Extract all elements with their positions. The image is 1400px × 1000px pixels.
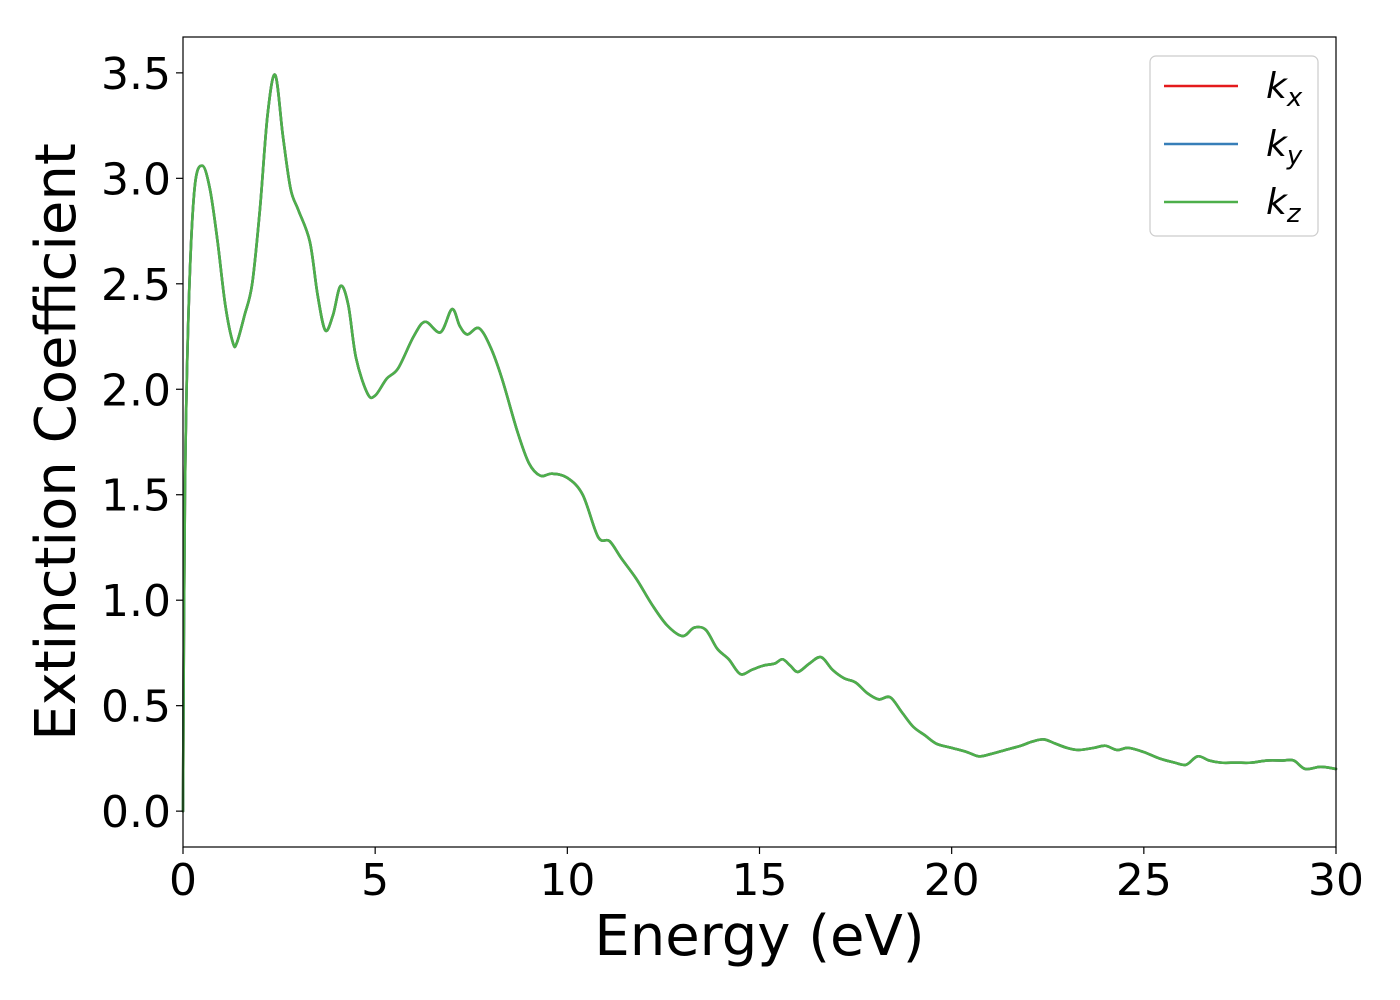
- legend-label-ky: ky: [1266, 124, 1303, 171]
- y-tick-label: 3.0: [101, 154, 171, 205]
- series-line-kz: [181, 73, 1338, 813]
- y-tick-label: 0.0: [101, 787, 171, 838]
- y-tick-label: 1.5: [101, 471, 171, 522]
- x-tick-label: 25: [1116, 855, 1172, 906]
- legend-label-kz: kz: [1266, 182, 1302, 229]
- legend-label-base: k: [1266, 182, 1289, 223]
- y-tick-label: 2.0: [101, 365, 171, 416]
- x-axis-title: Energy (eV): [594, 904, 924, 969]
- y-tick-label: 2.5: [101, 260, 171, 311]
- legend-label-kx: kx: [1266, 66, 1303, 113]
- x-tick-label: 20: [924, 855, 980, 906]
- x-tick-label: 0: [169, 855, 197, 906]
- x-tick-label: 5: [361, 855, 389, 906]
- y-tick-label: 3.5: [101, 49, 171, 100]
- legend-label-subscript: y: [1286, 141, 1303, 171]
- x-tick-label: 10: [539, 855, 595, 906]
- y-tick-label: 1.0: [101, 576, 171, 627]
- x-axis: 0 5 10 15 20 25 30: [169, 847, 1364, 906]
- legend-label-subscript: x: [1286, 83, 1303, 113]
- plot-area: [183, 37, 1336, 847]
- y-tick-label: 0.5: [101, 682, 171, 733]
- legend-label-base: k: [1266, 66, 1289, 107]
- y-axis: 0.0 0.5 1.0 1.5 2.0 2.5 3.0 3.5: [101, 49, 183, 838]
- legend-frame: [1149, 55, 1319, 237]
- series-layer: [181, 73, 1338, 813]
- legend-label-subscript: z: [1286, 199, 1302, 229]
- y-axis-title: Extinction Coefficient: [24, 143, 89, 741]
- x-tick-label: 30: [1308, 855, 1364, 906]
- legend-label-base: k: [1266, 124, 1289, 165]
- x-tick-label: 15: [732, 855, 788, 906]
